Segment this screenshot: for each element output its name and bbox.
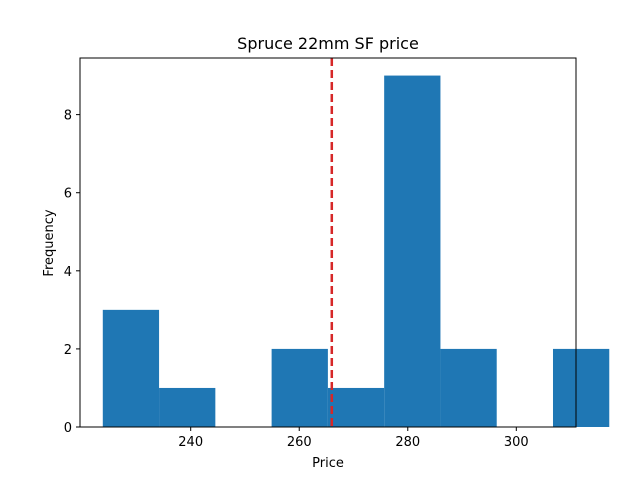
x-tick-label: 240 — [178, 435, 203, 450]
histogram-bar-3 — [271, 348, 328, 427]
y-tick-label: 4 — [64, 265, 72, 280]
histogram-bar-5 — [384, 75, 441, 428]
y-ticks-group: 0 2 4 6 8 — [64, 109, 80, 436]
histogram-bar-0 — [102, 309, 160, 427]
y-tick-label: 0 — [64, 421, 72, 436]
chart-title: Spruce 22mm SF price — [237, 34, 419, 53]
y-tick-label: 8 — [64, 109, 72, 124]
x-ticks-group: 240 260 280 300 — [178, 427, 529, 450]
x-tick-label: 280 — [395, 435, 420, 450]
plot-frame — [79, 57, 577, 428]
histogram-bar-6 — [440, 348, 497, 427]
y-axis-label: Frequency — [42, 209, 57, 276]
y-tick-label: 6 — [64, 187, 72, 202]
histogram-bar-1 — [159, 387, 216, 427]
y-tick-label: 2 — [64, 343, 72, 358]
x-tick-label: 300 — [504, 435, 529, 450]
histogram-bar-8 — [552, 348, 610, 427]
bars-group — [102, 75, 610, 428]
x-axis-label: Price — [312, 456, 344, 471]
histogram-bar-4 — [327, 387, 385, 427]
x-tick-label: 260 — [287, 435, 312, 450]
